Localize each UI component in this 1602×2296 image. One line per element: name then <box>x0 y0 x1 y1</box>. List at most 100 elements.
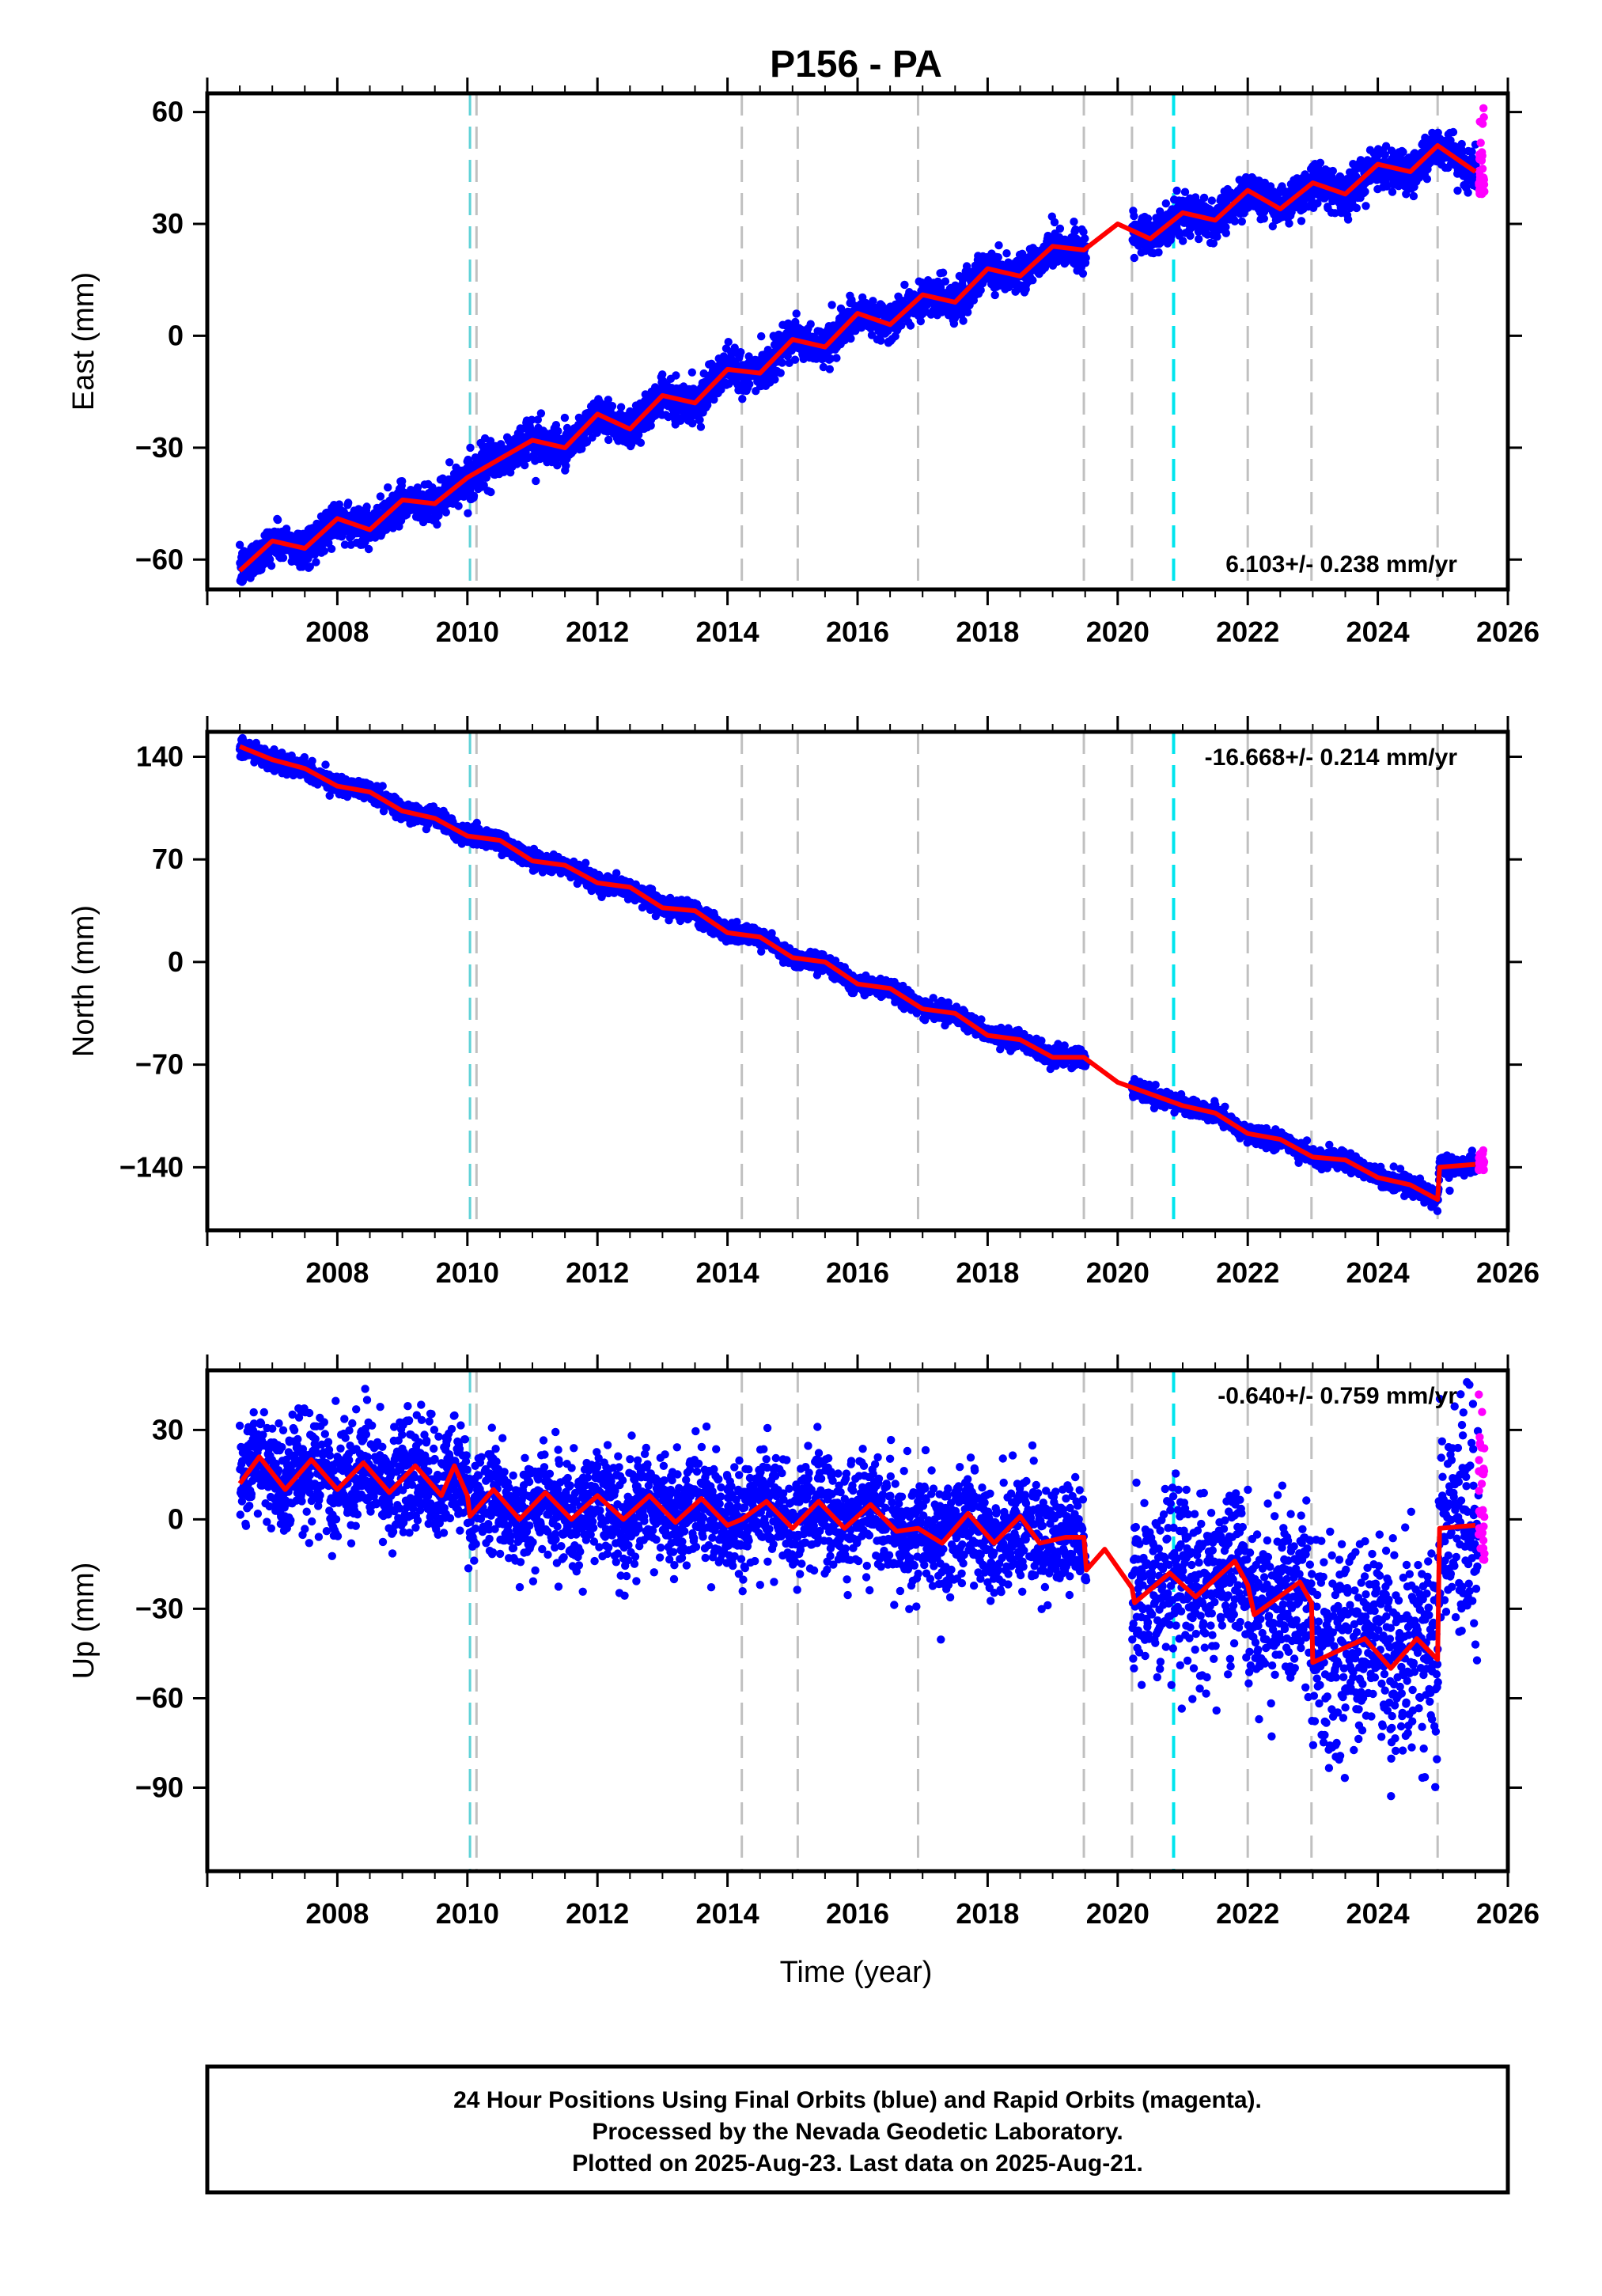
y-tick-label: −30 <box>135 431 184 464</box>
rapid-point <box>1479 119 1487 128</box>
final-point <box>696 422 706 431</box>
y-axis-label: East (mm) <box>67 272 100 411</box>
final-point <box>990 290 999 300</box>
final-point <box>962 262 971 271</box>
final-point <box>235 540 244 549</box>
final-point <box>695 415 704 424</box>
final-point <box>1331 209 1339 218</box>
final-point <box>1130 211 1138 221</box>
final-point <box>658 370 667 379</box>
final-point <box>1154 248 1163 257</box>
final-point <box>1307 195 1316 204</box>
final-point <box>900 280 909 290</box>
y-tick-label: 30 <box>152 207 184 240</box>
y-tick-label: −60 <box>135 543 184 575</box>
final-point <box>1343 215 1353 224</box>
final-point <box>832 354 841 362</box>
final-point <box>1209 239 1218 248</box>
final-point <box>384 483 392 492</box>
x-tick-label: 2020 <box>1086 616 1149 648</box>
final-point <box>1195 234 1203 244</box>
y-tick-label: 0 <box>168 319 184 351</box>
rapid-point <box>1479 104 1488 112</box>
x-tick-label: 2016 <box>826 616 889 648</box>
final-point <box>938 268 948 277</box>
x-tick-label: 2012 <box>566 616 629 648</box>
rapid-orbit-points <box>1475 104 1489 199</box>
final-point <box>897 321 906 330</box>
final-point <box>1259 214 1269 223</box>
final-point <box>1081 234 1089 243</box>
final-point <box>1453 186 1462 195</box>
final-point <box>1213 233 1221 241</box>
final-point <box>553 461 562 470</box>
final-point <box>325 791 334 800</box>
final-point <box>364 544 373 554</box>
x-tick-label: 2008 <box>305 616 369 648</box>
final-point <box>1268 222 1278 231</box>
final-point <box>1078 269 1088 278</box>
final-point <box>994 253 1003 262</box>
final-point <box>562 461 570 470</box>
final-point <box>482 473 491 482</box>
final-point <box>445 458 454 467</box>
final-orbit-points <box>235 733 1483 1215</box>
final-point <box>959 316 968 325</box>
final-point <box>771 375 779 384</box>
final-point <box>398 477 407 486</box>
final-point <box>267 561 276 570</box>
final-point <box>282 770 291 779</box>
final-point <box>616 403 626 411</box>
east-panel: 2008 2010 2012 2014 2016 2018 2020 2022 2024 2026… <box>67 78 1540 648</box>
final-point <box>737 347 745 357</box>
final-point <box>738 395 747 404</box>
final-orbit-points <box>235 127 1483 586</box>
final-point <box>1464 188 1472 197</box>
final-point <box>941 277 950 286</box>
rapid-point <box>1477 156 1486 165</box>
final-point <box>745 380 754 388</box>
final-point <box>533 415 542 424</box>
final-point <box>636 438 646 447</box>
final-point <box>846 334 855 343</box>
final-point <box>289 771 297 780</box>
x-tick-label: 2018 <box>956 616 1019 648</box>
rapid-point <box>1479 173 1488 182</box>
final-point <box>312 558 320 566</box>
final-point <box>1186 231 1195 241</box>
final-point <box>1221 222 1230 232</box>
rapid-point <box>1478 148 1486 157</box>
final-point <box>634 430 643 439</box>
final-point <box>428 483 437 492</box>
final-point <box>724 338 733 347</box>
final-point <box>1297 217 1306 225</box>
final-point <box>1402 190 1411 199</box>
final-point <box>308 756 316 765</box>
final-point <box>869 297 877 305</box>
final-point <box>1230 217 1240 225</box>
final-point <box>1161 199 1171 208</box>
final-point <box>578 445 586 453</box>
final-point <box>376 492 385 501</box>
y-tick-label: 60 <box>152 96 184 128</box>
final-point <box>1071 225 1080 234</box>
offset-lines <box>468 93 1439 589</box>
rapid-point <box>1479 113 1488 122</box>
final-point <box>1207 196 1217 205</box>
final-point <box>994 241 1003 250</box>
x-tick-label: 2014 <box>696 616 759 648</box>
final-point <box>1199 193 1209 203</box>
final-point <box>792 309 801 318</box>
final-point <box>441 508 450 517</box>
x-tick-label: 2010 <box>436 616 499 648</box>
final-point <box>1457 139 1466 149</box>
final-point <box>1422 175 1432 184</box>
final-point <box>687 368 696 377</box>
plot-title: P156 - PA <box>770 44 942 85</box>
final-point <box>1399 148 1407 157</box>
final-point <box>916 316 926 326</box>
final-point <box>757 332 766 341</box>
final-point <box>464 509 472 517</box>
final-point <box>1361 188 1369 196</box>
